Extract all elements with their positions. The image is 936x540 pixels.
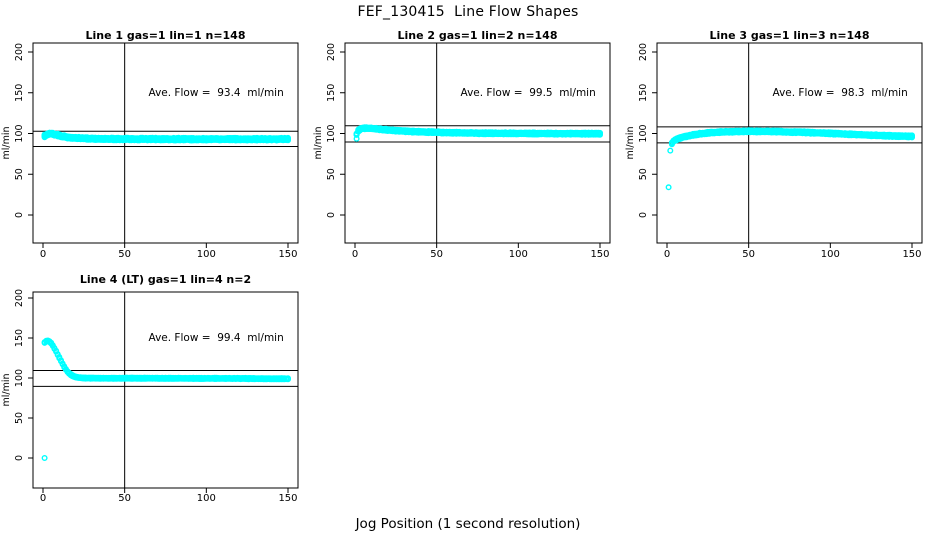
x-tick-label: 150 <box>278 493 297 504</box>
data-point <box>41 134 48 141</box>
data-points <box>353 124 604 142</box>
x-tick-label: 100 <box>821 249 840 260</box>
ave-flow-annotation: Ave. Flow = 99.4 ml/min <box>149 332 284 344</box>
x-tick-label: 0 <box>352 249 358 260</box>
x-tick-label: 150 <box>590 249 609 260</box>
y-tick-label: 200 <box>326 43 337 61</box>
y-tick-label: 100 <box>14 124 25 142</box>
y-tick-label: 200 <box>638 43 649 61</box>
flow-panel-1: Line 1 gas=1 lin=1 n=148 0 50 100 150 0 50 100 1… <box>1 30 299 260</box>
data-point <box>667 147 674 154</box>
y-tick-label: 150 <box>326 84 337 102</box>
panel-title: Line 4 (LT) gas=1 lin=4 n=2 <box>80 273 251 286</box>
x-tick-label: 50 <box>742 249 755 260</box>
ave-flow-annotation: Ave. Flow = 99.5 ml/min <box>461 87 596 99</box>
x-axis-label: Jog Position (1 second resolution) <box>355 516 581 532</box>
y-tick-label: 50 <box>14 168 25 180</box>
data-point <box>597 129 604 136</box>
reference-lines <box>345 43 610 243</box>
y-tick-label: 50 <box>326 168 337 180</box>
y-tick-label: 50 <box>14 412 25 424</box>
x-tick-label: 50 <box>430 249 443 260</box>
y-tick-label: 0 <box>14 455 25 461</box>
x-tick-label: 0 <box>40 249 46 260</box>
x-tick-label: 0 <box>40 493 46 504</box>
y-axis-title: ml/min <box>625 126 636 159</box>
y-tick-label: 150 <box>14 329 25 347</box>
y-axis-title: ml/min <box>313 126 324 159</box>
axes: 0 50 100 150 0 50 100 150 200 ml/min <box>625 43 922 260</box>
axes: 0 50 100 150 0 50 100 150 200 ml/min <box>1 43 298 260</box>
plot-box <box>344 42 611 244</box>
y-tick-label: 0 <box>638 212 649 218</box>
plot-box <box>32 291 299 489</box>
data-point <box>353 135 360 142</box>
flow-panel-4: Line 4 (LT) gas=1 lin=4 n=2 0 50 100 150 0 50 1… <box>1 273 299 504</box>
data-points <box>665 127 916 191</box>
y-tick-label: 100 <box>638 124 649 142</box>
reference-lines <box>33 292 298 488</box>
axes: 0 50 100 150 0 50 100 150 200 ml/min <box>1 289 298 504</box>
data-points <box>41 129 292 144</box>
y-tick-label: 0 <box>14 212 25 218</box>
ave-flow-annotation: Ave. Flow = 98.3 ml/min <box>773 87 908 99</box>
data-point <box>285 375 292 382</box>
flow-panel-3: Line 3 gas=1 lin=3 n=148 0 50 100 150 0 50 100 1… <box>625 30 923 260</box>
ave-flow-annotation: Ave. Flow = 93.4 ml/min <box>149 87 284 99</box>
x-tick-label: 150 <box>278 249 297 260</box>
panel-title: Line 2 gas=1 lin=2 n=148 <box>397 30 557 42</box>
x-tick-label: 50 <box>118 493 131 504</box>
y-tick-label: 100 <box>326 124 337 142</box>
x-tick-label: 50 <box>118 249 131 260</box>
panel-title: Line 3 gas=1 lin=3 n=148 <box>709 30 869 42</box>
y-axis-title: ml/min <box>1 373 12 406</box>
plot-box <box>32 42 299 244</box>
x-tick-label: 100 <box>197 493 216 504</box>
y-tick-label: 200 <box>14 43 25 61</box>
y-axis-title: ml/min <box>1 126 12 159</box>
x-tick-label: 100 <box>197 249 216 260</box>
flow-panel-2: Line 2 gas=1 lin=2 n=148 0 50 100 150 0 50 100 1… <box>313 30 611 260</box>
main-title: FEF_130415 Line Flow Shapes <box>357 4 579 20</box>
y-tick-label: 100 <box>14 369 25 387</box>
x-tick-label: 100 <box>509 249 528 260</box>
x-tick-label: 0 <box>664 249 670 260</box>
y-tick-label: 50 <box>638 168 649 180</box>
y-tick-label: 150 <box>14 84 25 102</box>
y-tick-label: 150 <box>638 84 649 102</box>
data-points <box>41 337 292 461</box>
data-point <box>909 132 916 139</box>
reference-lines <box>657 43 922 243</box>
y-tick-label: 200 <box>14 289 25 307</box>
data-point <box>665 184 672 191</box>
data-point <box>285 134 292 141</box>
x-tick-label: 150 <box>902 249 921 260</box>
axes: 0 50 100 150 0 50 100 150 200 ml/min <box>313 43 610 260</box>
panel-title: Line 1 gas=1 lin=1 n=148 <box>85 30 245 42</box>
data-point <box>41 454 48 461</box>
y-tick-label: 0 <box>326 212 337 218</box>
